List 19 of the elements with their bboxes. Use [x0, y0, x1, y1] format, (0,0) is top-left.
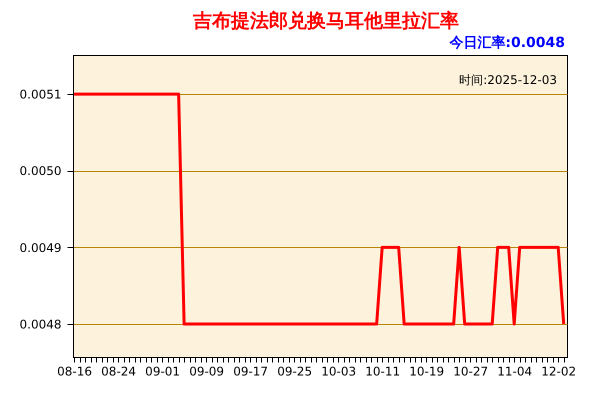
chart-title: 吉布提法郎兑换马耳他里拉汇率: [192, 10, 459, 32]
y-tick-label: 0.0049: [20, 240, 62, 255]
x-tick-label: 09-01: [145, 364, 180, 378]
x-tick-label: 10-03: [321, 364, 356, 378]
x-tick-label: 10-19: [409, 364, 444, 378]
x-tick-label: 09-25: [277, 364, 312, 378]
x-tick-label: 08-16: [57, 364, 92, 378]
y-tick-label: 0.0051: [20, 88, 62, 102]
x-tick-label: 12-02: [541, 364, 576, 378]
x-tick-label: 10-27: [453, 364, 488, 378]
y-tick-label: 0.0048: [20, 318, 62, 332]
x-tick-label: 09-17: [233, 364, 268, 378]
x-tick-label: 10-11: [365, 364, 400, 378]
x-tick-label: 08-24: [101, 364, 136, 378]
annotation: 时间:2025-12-03: [459, 73, 557, 87]
x-tick-label: 09-09: [189, 364, 224, 378]
chart-subtitle: 今日汇率:0.0048: [448, 34, 565, 51]
y-tick-label: 0.0050: [20, 164, 62, 178]
x-tick-label: 11-04: [497, 364, 532, 378]
